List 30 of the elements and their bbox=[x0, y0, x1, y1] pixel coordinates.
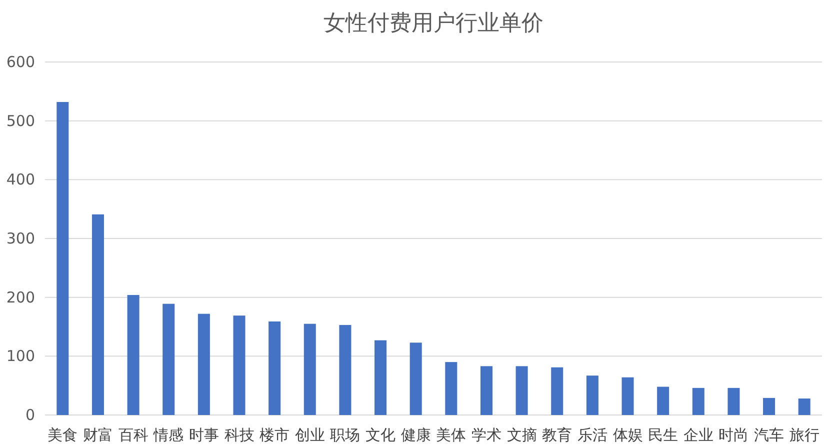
x-tick-label: 财富 bbox=[82, 426, 113, 444]
title: 女性付费用户行业单价 bbox=[324, 11, 544, 36]
x-tick-label: 汽车 bbox=[754, 426, 784, 444]
x-tick-label: 健康 bbox=[400, 426, 431, 444]
y-tick-label: 0 bbox=[25, 406, 35, 424]
x-tick-label: 百科 bbox=[118, 426, 148, 444]
y-tick-label: 600 bbox=[6, 53, 35, 71]
x-tick-label: 乐活 bbox=[577, 426, 608, 444]
x-tick-label: 美食 bbox=[48, 426, 78, 444]
x-tick-label: 时事 bbox=[188, 426, 219, 444]
x-tick-label: 科技 bbox=[224, 426, 254, 444]
x-tick-label: 情感 bbox=[152, 426, 184, 444]
x-tick-label: 文化 bbox=[366, 426, 396, 444]
x-tick-label: 创业 bbox=[294, 426, 325, 444]
x-tick-label: 体娱 bbox=[612, 426, 643, 444]
x-tick-label: 美体 bbox=[436, 426, 466, 444]
y-tick-label: 200 bbox=[6, 288, 35, 306]
x-tick-label: 楼市 bbox=[260, 426, 290, 444]
x-tick-label: 企业 bbox=[683, 426, 714, 444]
y-tick-label: 300 bbox=[6, 230, 35, 248]
x-tick-label: 职场 bbox=[330, 426, 360, 444]
x-tick-label: 文摘 bbox=[506, 426, 537, 444]
x-tick-label: 旅行 bbox=[789, 426, 820, 444]
x-tick-label: 时尚 bbox=[718, 426, 749, 444]
y-tick-label: 500 bbox=[6, 112, 35, 130]
y-tick-label: 400 bbox=[6, 170, 35, 189]
x-tick-label: 学术 bbox=[471, 426, 502, 444]
x-tick-label: 教育 bbox=[542, 426, 572, 444]
x-tick-label: 民生 bbox=[648, 426, 678, 444]
y-tick-label: 100 bbox=[6, 347, 35, 366]
